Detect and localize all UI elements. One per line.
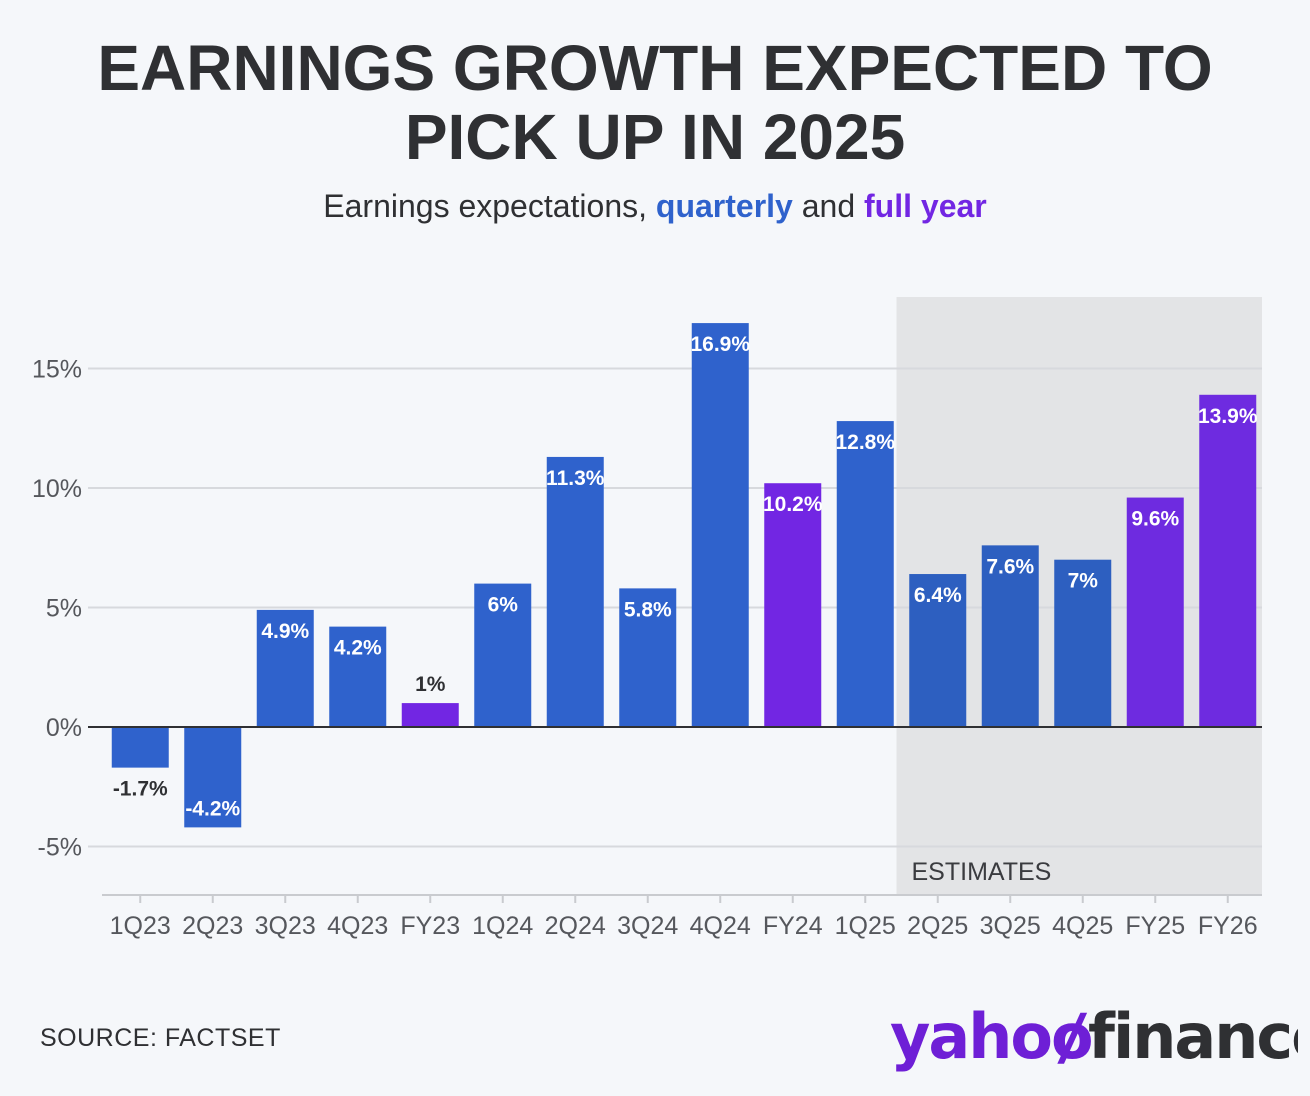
x-tick-label: 2Q23 — [182, 912, 243, 940]
subtitle-prefix: Earnings expectations, — [323, 188, 656, 224]
bar-4q25 — [1054, 559, 1112, 727]
data-label-3q23: 4.9% — [261, 620, 309, 643]
y-tick-label: 10% — [32, 475, 82, 503]
x-tick-label: 4Q24 — [690, 912, 751, 940]
y-tick-label: 15% — [32, 356, 82, 384]
x-tick-label: FY25 — [1125, 912, 1185, 940]
data-label-2q24: 11.3% — [546, 467, 605, 490]
x-tick-label: 3Q24 — [617, 912, 678, 940]
y-tick-label: -5% — [38, 834, 82, 862]
bar-fy24 — [764, 483, 822, 727]
bar-1q25 — [836, 421, 894, 727]
data-label-4q24: 16.9% — [690, 333, 750, 356]
bar-1q23 — [111, 727, 169, 768]
bar-2q24 — [546, 456, 604, 727]
bar-3q25 — [981, 545, 1039, 727]
bar-3q24 — [619, 588, 677, 727]
subtitle-middle: and — [792, 188, 865, 224]
subtitle-quarterly: quarterly — [655, 188, 793, 224]
x-tick-label: FY23 — [400, 912, 460, 940]
bar-4q23 — [329, 626, 387, 727]
data-label-3q24: 5.8% — [624, 598, 672, 621]
bar-3q23 — [256, 609, 314, 727]
bar-fy25 — [1126, 497, 1184, 727]
data-label-4q23: 4.2% — [334, 637, 382, 660]
chart-subtitle: Earnings expectations, quarterly and ful… — [0, 186, 1310, 226]
data-label-2q25: 6.4% — [914, 584, 962, 607]
data-label-1q24: 6% — [488, 594, 519, 617]
data-label-1q25: 12.8% — [835, 431, 895, 454]
chart-title-line-1: EARNINGS GROWTH EXPECTED TO — [97, 32, 1213, 104]
data-label-fy26: 13.9% — [1198, 405, 1258, 428]
data-label-2q23: -4.2% — [185, 797, 240, 820]
logo-finance-text: finance — [1088, 1002, 1298, 1073]
bar-chart: 15% 10% 5% 0% -5% ESTIMATES 1Q23 2Q23 3Q23 4Q23 FY… — [32, 297, 1262, 940]
x-tick-label: 3Q25 — [980, 912, 1041, 940]
bar-fy23 — [401, 703, 459, 727]
bar-2q23 — [184, 727, 242, 828]
x-tick-label: 4Q23 — [327, 912, 388, 940]
x-tick-label: 2Q25 — [907, 912, 968, 940]
yahoo-finance-logo: yahoo / finance — [890, 1002, 1298, 1073]
bar-fy26 — [1199, 394, 1257, 727]
y-tick-label: 0% — [46, 714, 82, 742]
data-label-1q23: -1.7% — [113, 778, 168, 801]
data-label-fy25: 9.6% — [1131, 508, 1179, 531]
bar-4q24 — [691, 323, 749, 727]
x-tick-label: FY24 — [763, 912, 823, 940]
data-label-4q25: 7% — [1068, 570, 1099, 593]
x-tick-label: FY26 — [1198, 912, 1258, 940]
source-note: SOURCE: FACTSET — [40, 1024, 281, 1052]
x-tick-label: 1Q25 — [835, 912, 896, 940]
chart-title-line-2: PICK UP IN 2025 — [404, 101, 906, 173]
x-tick-label: 1Q23 — [110, 912, 171, 940]
x-tick-label: 3Q23 — [255, 912, 316, 940]
data-label-3q25: 7.6% — [986, 555, 1034, 578]
chart-title: EARNINGS GROWTH EXPECTED TO PICK UP IN 2… — [0, 34, 1310, 172]
x-tick-label: 2Q24 — [545, 912, 606, 940]
data-label-fy23: 1% — [415, 673, 446, 696]
x-tick-label: 1Q24 — [472, 912, 533, 940]
bar-1q24 — [474, 583, 532, 727]
estimates-label: ESTIMATES — [912, 858, 1052, 886]
logo-yahoo-text: yahoo — [890, 1002, 1092, 1073]
subtitle-full-year: full year — [864, 188, 987, 224]
bar-2q25 — [909, 574, 967, 727]
y-tick-label: 5% — [46, 595, 82, 623]
x-tick-label: 4Q25 — [1052, 912, 1113, 940]
data-label-fy24: 10.2% — [763, 493, 823, 516]
